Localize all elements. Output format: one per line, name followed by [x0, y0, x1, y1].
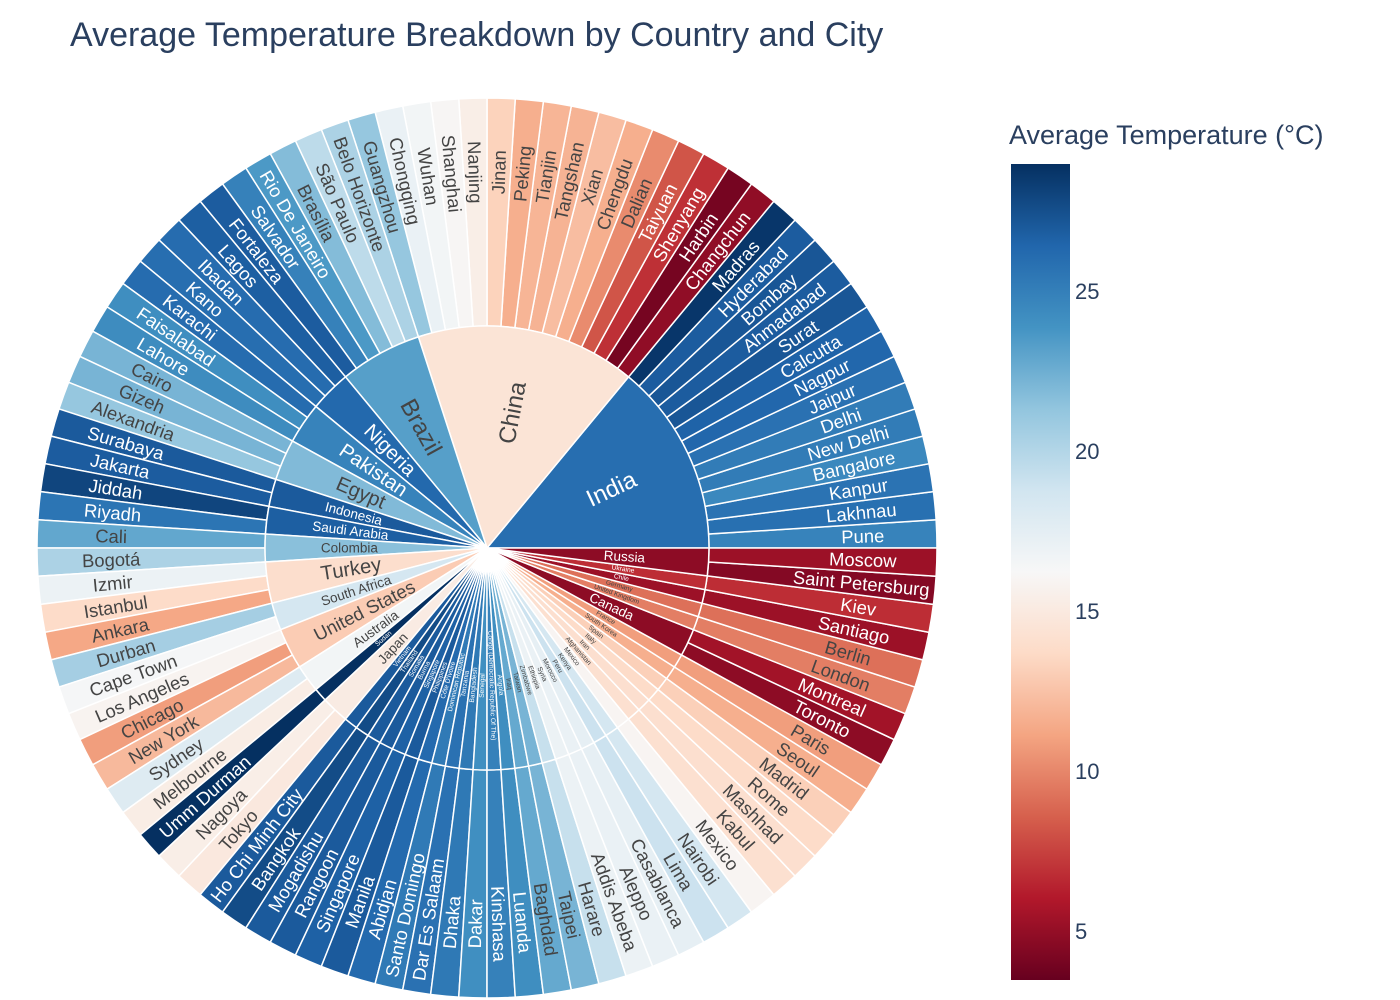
country-label: Russia: [603, 548, 646, 566]
country-label: Chile: [613, 573, 630, 583]
country-label: Bangladesh: [469, 667, 479, 703]
city-label: Nanjing: [464, 141, 487, 204]
country-segment[interactable]: [417, 325, 630, 550]
country-label: Ukraine: [611, 564, 635, 575]
chart-title: Average Temperature Breakdown by Country…: [70, 16, 884, 54]
country-label: Taiwan: [511, 671, 522, 693]
city-label: Pune: [841, 525, 885, 547]
colorbar-tick-label: 25: [1075, 279, 1100, 304]
country-label: Angola: [495, 674, 504, 696]
city-label: Jinan: [488, 150, 510, 195]
city-label: Cali: [95, 525, 127, 547]
city-label: Moscow: [829, 548, 898, 571]
country-label: Tanzania: [460, 670, 471, 698]
city-label: Dhaka: [439, 894, 465, 950]
country-label: Congo (Democratic Republic Of The): [486, 631, 496, 741]
country-segment[interactable]: [485, 375, 710, 549]
country-segment[interactable]: [486, 547, 710, 577]
city-label: Bogotá: [82, 548, 142, 571]
colorbar-tick-label: 15: [1075, 599, 1100, 624]
city-label: Kinshasa: [487, 886, 510, 963]
country-label: Iraq: [504, 678, 513, 691]
colorbar-title: Average Temperature (°C): [1009, 120, 1324, 150]
colorbar-tick-label: 5: [1075, 919, 1088, 944]
country-label: Senegal: [479, 673, 487, 698]
colorbar: [1011, 164, 1070, 980]
country-label: Colombia: [321, 541, 379, 556]
colorbar-tick-label: 10: [1075, 759, 1100, 784]
city-label: Dakar: [464, 899, 487, 949]
city-label: Izmir: [92, 571, 134, 596]
colorbar-tick-label: 20: [1075, 439, 1100, 464]
